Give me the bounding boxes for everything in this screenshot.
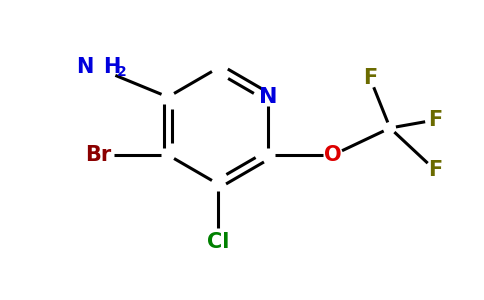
- Text: O: O: [324, 145, 342, 165]
- Text: F: F: [428, 110, 442, 130]
- Text: 2: 2: [117, 65, 127, 79]
- Text: Cl: Cl: [207, 232, 229, 252]
- Text: Br: Br: [85, 145, 111, 165]
- Text: N: N: [259, 87, 277, 107]
- Text: N: N: [76, 57, 93, 77]
- Text: F: F: [363, 68, 377, 88]
- Text: F: F: [428, 160, 442, 180]
- Text: H: H: [103, 57, 121, 77]
